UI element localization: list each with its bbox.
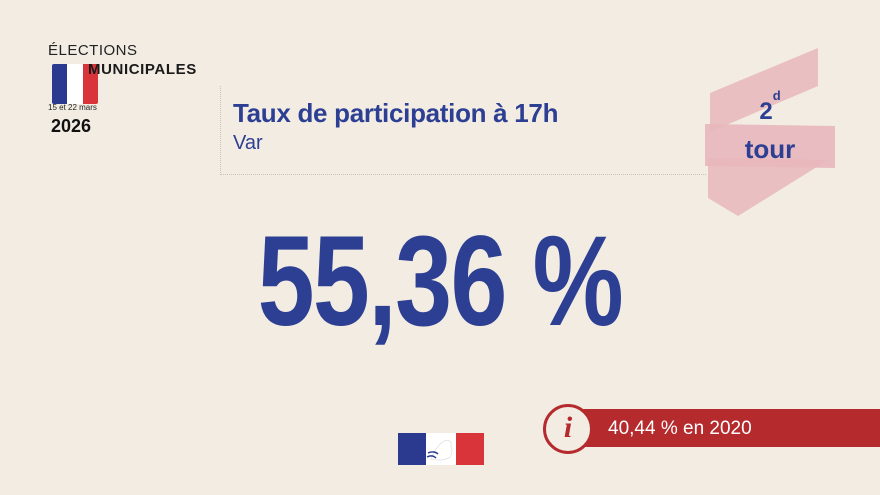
- comparison-banner: i 40,44 % en 2020: [540, 404, 880, 454]
- logo-dates: 15 et 22 mars: [48, 103, 97, 112]
- info-icon: i: [543, 404, 593, 454]
- logo-year: 2026: [51, 116, 92, 136]
- logo-line-municipales: MUNICIPALES: [88, 61, 197, 78]
- participation-rate: 55,36 %: [0, 218, 880, 346]
- department-name: Var: [233, 132, 263, 154]
- page-title: Taux de participation à 17h: [233, 98, 559, 128]
- badge-stripes-icon: [705, 48, 835, 216]
- round-label: tour: [744, 134, 796, 164]
- french-flag-icon: [52, 64, 98, 104]
- marianne-logo-icon: [398, 433, 484, 465]
- comparison-bar: [570, 409, 880, 447]
- round-badge: 2d tour: [700, 48, 840, 218]
- participation-rate-value: 55,36 %: [257, 210, 624, 353]
- header-panel: Taux de participation à 17h Var: [220, 86, 706, 175]
- logo-line-elections: ÉLECTIONS: [48, 42, 138, 59]
- elections-logo: ÉLECTIONS MUNICIPALES 15 et 22 mars 2026: [48, 42, 218, 152]
- comparison-text: 40,44 % en 2020: [608, 418, 752, 439]
- round-number: 2d: [759, 88, 781, 125]
